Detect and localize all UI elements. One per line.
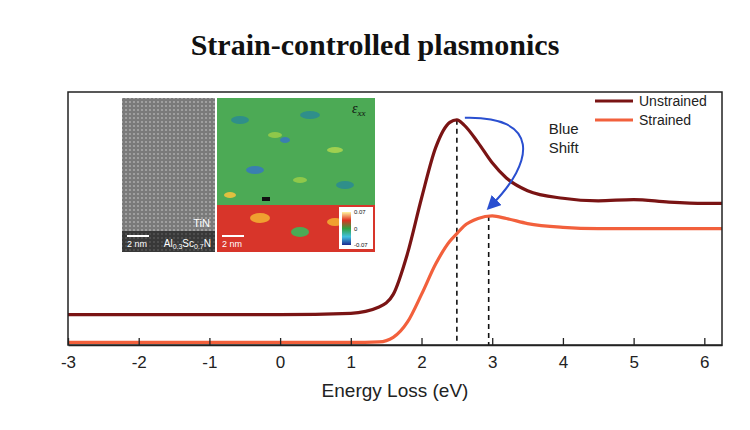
x-tick-mark (280, 338, 281, 345)
legend-swatch (595, 99, 633, 102)
tem-image (122, 231, 215, 252)
x-tick: 1 (347, 338, 356, 372)
annotation-arrow (465, 118, 523, 206)
strain-map-texture (300, 111, 320, 119)
background (0, 0, 750, 430)
x-tick-mark (351, 338, 352, 345)
x-tick-label: -3 (61, 353, 76, 372)
x-tick-mark (68, 338, 69, 345)
x-tick: 4 (559, 338, 568, 372)
x-tick: 3 (488, 338, 497, 372)
x-axis-line (69, 345, 723, 347)
legend-label: Strained (639, 112, 691, 128)
strain-map-texture (268, 132, 282, 138)
x-tick: -3 (61, 338, 76, 372)
strain-map-texture (291, 227, 309, 237)
x-tick-label: 3 (488, 353, 497, 372)
x-tick-label: 5 (629, 353, 638, 372)
x-tick-label: 2 (417, 353, 426, 372)
x-tick-label: 0 (276, 353, 285, 372)
x-tick: 6 (700, 338, 709, 372)
colorbar-label: -0.07 (354, 242, 368, 248)
strain-map-texture (250, 213, 270, 223)
x-tick-label: 4 (559, 353, 568, 372)
x-tick-mark (421, 338, 422, 345)
x-tick-label: -1 (202, 353, 217, 372)
x-tick-label: 1 (347, 353, 356, 372)
series-line (68, 216, 722, 343)
colorbar (342, 212, 351, 245)
scale-bar (222, 235, 244, 237)
legend-label: Unstrained (639, 93, 707, 109)
x-tick-mark (704, 338, 705, 345)
x-tick: 5 (629, 338, 638, 372)
x-tick-label: 6 (700, 353, 709, 372)
x-tick-mark (633, 338, 634, 345)
x-tick: -2 (132, 338, 147, 372)
strain-map-texture (280, 137, 290, 143)
strain-map-texture (327, 147, 343, 153)
strain-map-texture (246, 166, 264, 174)
x-tick: -1 (202, 338, 217, 372)
x-axis: -3 -2 -1 0 1 2 3 4 5 6 (61, 338, 723, 372)
legend-swatch (595, 118, 633, 121)
colorbar-label: 0.07 (354, 209, 366, 215)
x-tick-mark (492, 338, 493, 345)
x-tick-mark (209, 338, 210, 345)
strain-map-texture (231, 116, 249, 124)
x-tick: 0 (276, 338, 285, 372)
strain-map (217, 205, 375, 252)
strain-map-texture (224, 192, 236, 198)
colorbar-label: 0 (354, 226, 358, 232)
scale-bar (127, 235, 149, 237)
map-label: εxx (352, 101, 366, 118)
legend: Unstrained Strained (595, 93, 707, 128)
title: Strain-controlled plasmonics (191, 28, 560, 61)
reference-line (488, 216, 490, 345)
scale-bar-label: 2 nm (127, 239, 147, 249)
plot-frame (68, 92, 722, 345)
annotation-label: BlueShift (549, 120, 580, 156)
x-tick-mark (139, 338, 140, 345)
x-tick-mark (563, 338, 564, 345)
x-axis-title: Energy Loss (eV) (322, 380, 469, 401)
strain-map (217, 98, 375, 252)
scale-bar-label: 2 nm (222, 239, 242, 249)
chart: Strain-controlled plasmonics -3 -2 -1 0 1 2 3 4 5… (0, 0, 750, 430)
x-tick: 2 (417, 338, 426, 372)
strain-map-texture (293, 177, 307, 183)
layer-label: TiN (193, 217, 210, 229)
x-tick-label: -2 (132, 353, 147, 372)
tem-image (122, 98, 215, 231)
inset: 0.07 0 -0.07 TiN Al0.3Sc0.7N 2 nm 2 nm εxx (122, 98, 375, 252)
colorbar-box (339, 207, 373, 249)
strain-map-texture (336, 181, 354, 189)
substrate-label: Al0.3Sc0.7N (164, 238, 211, 250)
interface-marker (262, 197, 270, 201)
